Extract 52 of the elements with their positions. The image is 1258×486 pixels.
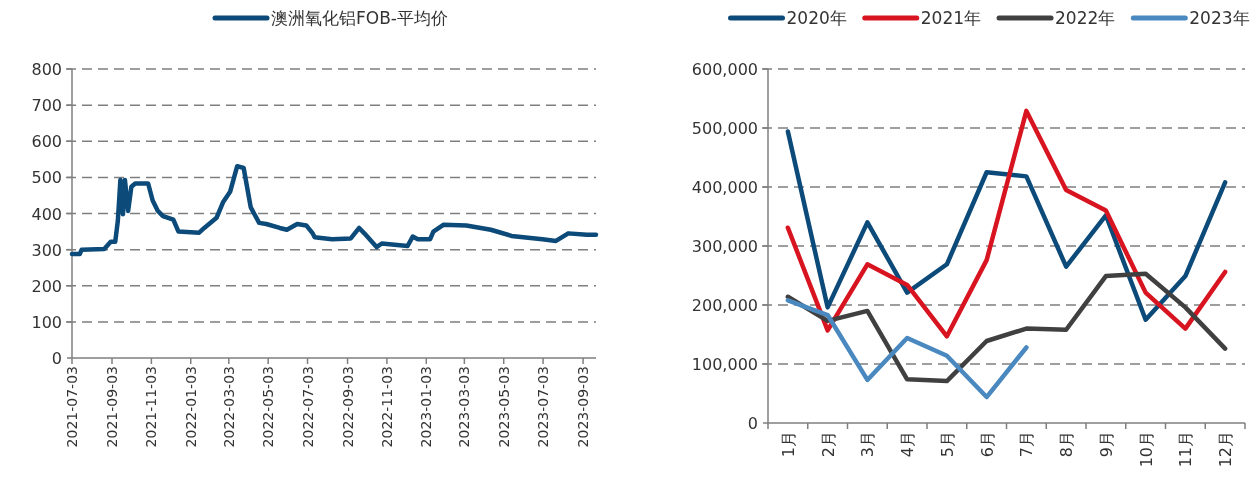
y-tick-label: 0: [747, 414, 758, 433]
y-tick-label: 600: [31, 132, 62, 152]
y-tick-label: 300,000: [691, 237, 758, 256]
y-tick-label: 0: [51, 349, 62, 368]
x-tick-label: 2022-07-03: [299, 366, 316, 448]
x-tick-label: 3月: [858, 431, 878, 458]
x-tick-label: 2022-05-03: [260, 366, 277, 448]
legend-label: 澳洲氧化铝FOB-平均价: [271, 8, 448, 28]
x-tick-label: 4月: [898, 431, 918, 458]
y-tick-label: 700: [31, 96, 62, 116]
legend-label: 2022年: [1055, 8, 1116, 28]
x-tick-label: 2023-03-03: [456, 366, 473, 448]
x-tick-label: 2022-03-03: [220, 366, 237, 448]
x-tick-label: 2023-05-03: [495, 366, 512, 448]
legend-label: 2023年: [1189, 8, 1250, 28]
x-tick-label: 1月: [778, 431, 798, 458]
legend-label: 2020年: [786, 8, 847, 28]
y-tick-label: 100: [31, 312, 62, 332]
x-tick-label: 2021-07-03: [64, 366, 80, 448]
x-tick-label: 8月: [1057, 431, 1077, 458]
x-tick-label: 11月: [1176, 431, 1196, 468]
x-tick-label: 5月: [937, 431, 957, 458]
legend-label: 2021年: [920, 8, 982, 28]
line-series: [785, 108, 1228, 339]
x-tick-label: 7月: [1017, 431, 1037, 458]
y-tick-label: 600,000: [691, 60, 758, 79]
line-series: [785, 129, 1228, 322]
line-series: [785, 298, 1029, 400]
y-tick-label: 500,000: [691, 119, 758, 138]
y-tick-label: 300: [31, 240, 62, 260]
y-tick-label: 200,000: [691, 296, 758, 315]
y-tick-label: 400,000: [691, 178, 758, 197]
line-series: [69, 163, 599, 257]
x-tick-label: 2021-11-03: [143, 366, 160, 448]
x-tick-label: 9月: [1096, 431, 1116, 458]
x-tick-label: 12月: [1216, 431, 1236, 468]
y-tick-label: 800: [31, 60, 62, 79]
y-tick-label: 200: [31, 276, 62, 296]
x-tick-label: 2021-09-03: [104, 366, 121, 448]
x-tick-label: 2023-01-03: [418, 366, 435, 448]
y-tick-label: 100,000: [691, 355, 758, 374]
x-tick-label: 2022-09-03: [339, 366, 356, 448]
x-tick-label: 2023-07-03: [535, 366, 552, 448]
line-series: [785, 271, 1228, 384]
y-tick-label: 500: [31, 168, 62, 188]
x-tick-label: 2022-11-03: [378, 366, 395, 448]
x-tick-label: 2月: [818, 431, 838, 458]
x-tick-label: 10月: [1136, 431, 1156, 468]
x-tick-label: 2022-01-03: [182, 366, 199, 448]
y-tick-label: 400: [31, 204, 62, 224]
x-tick-label: 2023-09-03: [575, 366, 592, 448]
x-tick-label: 6月: [977, 431, 997, 458]
